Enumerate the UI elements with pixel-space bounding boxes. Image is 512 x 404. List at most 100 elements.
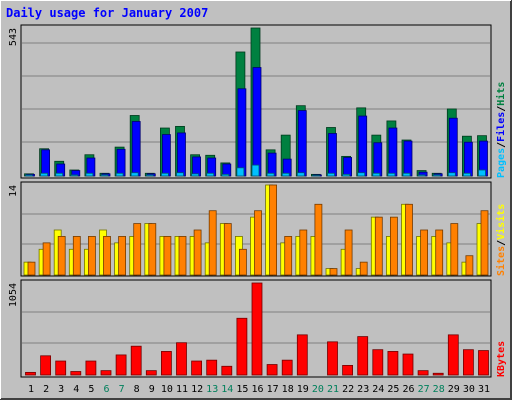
sites-bar [405,203,413,276]
kbytes-bar [191,360,203,376]
pages-bar [100,174,109,177]
pages-bar [402,172,411,177]
x-axis-day-label: 29 [448,384,460,395]
sites-bar [299,229,308,276]
kbytes-bar [85,360,97,376]
pages-bar [160,172,169,177]
kbytes-bar [55,360,67,376]
files-bar [448,117,458,177]
sites-bar [238,248,247,276]
x-axis-day-label: 25 [387,384,399,395]
x-axis-day-label: 2 [43,384,49,395]
x-axis-day-label: 5 [88,384,94,395]
sites-bar [223,223,232,276]
kbytes-bar [387,351,399,376]
sites-bar [27,261,36,276]
sites-bar [284,236,293,276]
hits-legend: Pages/Files/Hits [495,82,507,178]
pages-bar [206,172,215,177]
pages-bar [115,172,124,177]
chart-bars [23,27,489,376]
sites-bar [148,223,157,276]
kbytes-bar [70,371,82,376]
x-axis-day-label: 17 [267,384,279,395]
sites-bar [178,236,187,276]
kbytes-bar [206,359,218,376]
sites-bar [57,236,66,276]
pages-bar [447,172,456,177]
sites-bar [465,255,474,276]
pages-bar [311,175,320,177]
chart-title: Daily usage for January 2007 [6,6,208,20]
sites-bar [314,203,323,276]
x-axis-day-label: 15 [236,384,248,395]
sites-bar [450,223,459,276]
x-axis-day-label: 31 [478,384,490,395]
sites-bar [344,229,353,276]
kbytes-bar [266,364,278,376]
hits-max-label: 543 [8,28,19,46]
files-bar [358,115,368,177]
kbytes-bar [342,364,354,376]
x-axis-day-label: 14 [221,384,233,395]
kbytes-bar [251,282,263,376]
x-axis-day-label: 7 [119,384,125,395]
kbytes-bar [115,354,127,376]
pages-bar [478,169,486,177]
x-axis-day-label: 11 [176,384,188,395]
pages-bar [266,172,275,177]
sites-bar [254,210,262,276]
legend-entry: Visits [495,204,507,240]
files-bar [388,127,398,177]
pages-bar [221,173,230,177]
x-axis-day-label: 8 [134,384,140,395]
x-axis-day-label: 24 [372,384,384,395]
files-bar [161,134,171,177]
sites-bar [420,229,429,276]
legend-entry: KBytes [496,341,507,377]
pages-bar [130,172,139,177]
sites-bar [133,223,142,276]
legend-entry: Pages [496,148,507,178]
kbytes-bar [478,350,489,376]
files-bar [463,141,473,177]
kbytes-bar [417,370,429,376]
files-bar [373,142,383,177]
sites-bar [329,268,338,276]
legend-entry: Hits [495,82,507,106]
files-bar [343,157,353,177]
x-axis-day-label: 3 [58,384,64,395]
sites-bar [480,210,489,276]
pages-bar [55,172,64,177]
x-axis-day-label: 19 [297,384,309,395]
sites-bar [88,236,96,276]
kbytes-legend: KBytes [496,341,507,377]
files-bar [192,156,202,177]
kbytes-bar [130,345,142,376]
pages-bar [296,172,305,177]
x-axis-day-label: 21 [327,384,339,395]
x-axis-day-label: 18 [282,384,294,395]
kbytes-bar [447,334,459,376]
x-axis-day-label: 6 [103,384,109,395]
x-axis-day-label: 16 [251,384,263,395]
sites-bar [163,236,172,276]
sites-bar [72,236,81,276]
legend-entry: / [496,142,507,148]
kbytes-bar [372,349,384,376]
pages-bar [342,173,351,177]
kbytes-bar [176,342,187,376]
pages-bar [70,174,79,177]
pages-bar [191,173,200,177]
x-axis-day-label: 22 [342,384,354,395]
files-bar [237,88,247,177]
pages-bar [387,172,396,177]
x-axis-day-label: 23 [357,384,369,395]
files-bar [403,140,413,177]
kbytes-bar [221,365,233,376]
sites-bar [118,236,126,276]
pages-bar [417,174,426,177]
pages-bar [236,167,245,177]
legend-entry: / [496,240,507,246]
